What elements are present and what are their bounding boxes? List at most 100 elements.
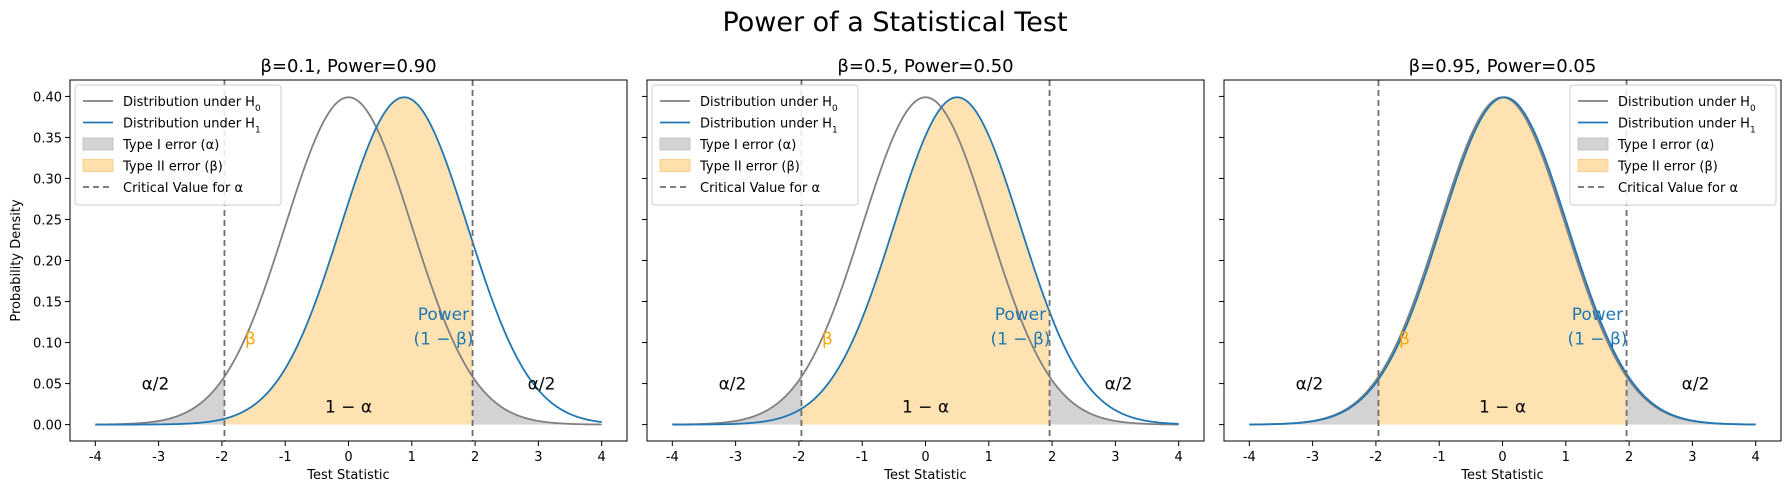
legend-h1-label: Distribution under H1 <box>1618 117 1756 136</box>
x-tick-label: -1 <box>856 450 869 465</box>
x-tick-label: -4 <box>666 450 679 465</box>
x-tick-label: 0 <box>344 450 352 465</box>
x-tick-label: -1 <box>279 450 292 465</box>
type2-error-area <box>801 97 1050 425</box>
alpha-half-label-left: α/2 <box>719 375 747 395</box>
power-label-line1: Power <box>995 305 1046 325</box>
panel-title: β=0.95, Power=0.05 <box>1409 56 1597 77</box>
legend-type2-swatch <box>659 159 691 172</box>
legend-critical-label: Critical Value for α <box>123 181 243 196</box>
x-tick-label: 4 <box>598 450 606 465</box>
legend-type2-label: Type II error (β) <box>122 160 223 175</box>
alpha-half-label-left: α/2 <box>1296 375 1324 395</box>
y-axis-label: Probability Density <box>9 199 24 322</box>
y-tick-label: 0.10 <box>33 337 62 352</box>
legend-type2-label: Type II error (β) <box>1617 160 1718 175</box>
legend: Distribution under H0 Distribution under … <box>1569 84 1777 206</box>
h0-distribution-line <box>672 96 1179 426</box>
legend-h0-subscript: 0 <box>832 104 838 114</box>
x-axis-label: Test Statistic <box>306 468 389 483</box>
x-tick-label: 2 <box>471 450 479 465</box>
y-tick-label: 0.35 <box>33 131 62 146</box>
legend: Distribution under H0 Distribution under … <box>74 84 282 206</box>
legend-h1-label: Distribution under H1 <box>700 117 838 136</box>
legend-h1-label: Distribution under H1 <box>123 117 261 136</box>
x-tick-label: 3 <box>534 450 542 465</box>
y-tick-label: 0.25 <box>33 213 62 228</box>
x-tick-label: -3 <box>1306 450 1319 465</box>
legend-h1-subscript: 1 <box>1750 126 1756 136</box>
h1-distribution-line <box>95 96 602 426</box>
legend-h0-subscript: 0 <box>255 104 261 114</box>
h1-distribution-line <box>672 96 1179 426</box>
legend-h0-label: Distribution under H0 <box>1618 95 1756 114</box>
x-tick-label: -3 <box>152 450 165 465</box>
power-label-line1: Power <box>418 305 469 325</box>
legend-h0-label: Distribution under H0 <box>700 95 838 114</box>
legend-type2-swatch <box>82 159 114 172</box>
y-tick-label: 0.15 <box>33 296 62 311</box>
x-tick-label: -2 <box>215 450 228 465</box>
x-tick-label: 3 <box>1111 450 1119 465</box>
type1-error-area-left <box>1249 376 1379 425</box>
type1-error-area-right <box>1626 376 1756 425</box>
beta-label: β <box>245 329 256 349</box>
power-label-line1: Power <box>1572 305 1623 325</box>
legend-type1-swatch <box>82 137 114 151</box>
type2-error-area <box>224 97 473 425</box>
legend-type2-label: Type II error (β) <box>699 160 800 175</box>
figure-title: Power of a Statistical Test <box>722 7 1067 38</box>
y-tick-label: 0.30 <box>33 172 62 187</box>
x-tick-label: -2 <box>1369 450 1382 465</box>
beta-label: β <box>822 329 833 349</box>
x-tick-label: 0 <box>921 450 929 465</box>
legend-type1-swatch <box>1577 137 1609 151</box>
y-tick-label: 0.05 <box>33 378 62 393</box>
power-label-line2: (1 − β) <box>413 329 473 349</box>
y-tick-label: 0.00 <box>33 419 62 434</box>
panel-title: β=0.5, Power=0.50 <box>837 56 1013 77</box>
legend-box <box>1569 84 1777 206</box>
legend-type1-label: Type I error (α) <box>122 138 219 153</box>
x-tick-label: 1 <box>408 450 416 465</box>
x-tick-label: 4 <box>1175 450 1183 465</box>
legend-h0-label: Distribution under H0 <box>123 95 261 114</box>
type1-error-area-right <box>1049 376 1179 425</box>
h0-distribution-line <box>95 96 602 426</box>
chart-panel-1: α/2 α/2 1 − α β Power (1 − β) -4 -3 -2 -1 0 1 2 3 4 0.0… <box>9 56 628 483</box>
type2-error-area <box>1378 97 1627 425</box>
power-label-line2: (1 − β) <box>990 329 1050 349</box>
legend: Distribution under H0 Distribution under … <box>651 84 859 206</box>
type1-error-area-right <box>472 376 602 425</box>
legend-critical-label: Critical Value for α <box>1618 181 1738 196</box>
power-label-line2: (1 − β) <box>1567 329 1627 349</box>
legend-h0-subscript: 0 <box>1750 104 1756 114</box>
x-tick-label: 0 <box>1498 450 1506 465</box>
type1-error-area-left <box>95 376 225 425</box>
x-tick-label: -4 <box>1243 450 1256 465</box>
x-axis-label: Test Statistic <box>1460 468 1543 483</box>
legend-h1-subscript: 1 <box>255 126 261 136</box>
alpha-half-label-right: α/2 <box>1105 375 1133 395</box>
x-tick-label: -3 <box>729 450 742 465</box>
one-minus-alpha-label: 1 − α <box>902 398 949 418</box>
one-minus-alpha-label: 1 − α <box>1479 398 1526 418</box>
type1-error-area-left <box>672 376 802 425</box>
legend-type1-label: Type I error (α) <box>699 138 796 153</box>
x-tick-label: 2 <box>1048 450 1056 465</box>
x-axis-label: Test Statistic <box>883 468 966 483</box>
legend-critical-label: Critical Value for α <box>700 181 820 196</box>
y-tick-label: 0.40 <box>33 90 62 105</box>
panel-title: β=0.1, Power=0.90 <box>260 56 436 77</box>
legend-type1-label: Type I error (α) <box>1617 138 1714 153</box>
x-tick-label: 2 <box>1625 450 1633 465</box>
x-tick-label: 1 <box>985 450 993 465</box>
chart-panel-2: α/2 α/2 1 − α β Power (1 − β) -4 -3 -2 -1 0 1 2 3 4 β=0… <box>642 56 1205 483</box>
one-minus-alpha-label: 1 − α <box>325 398 372 418</box>
chart-panel-3: α/2 α/2 1 − α β Power (1 − β) -4 -3 -2 -1 0 1 2 3 4 β=0… <box>1219 56 1782 483</box>
x-tick-label: -1 <box>1433 450 1446 465</box>
x-tick-label: 4 <box>1752 450 1760 465</box>
legend-box <box>651 84 859 206</box>
